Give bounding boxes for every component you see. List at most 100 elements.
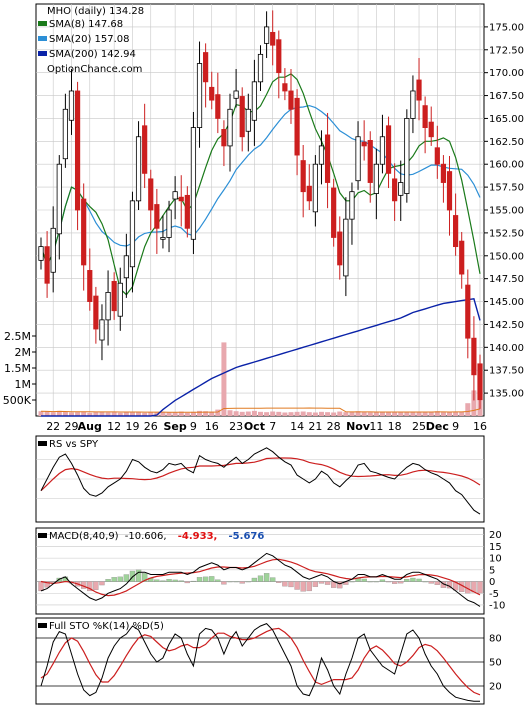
candle-body	[209, 86, 215, 101]
price-tick-label: 137.50	[489, 366, 524, 377]
rs-panel: RS vs SPY	[35, 435, 485, 523]
candlesticks	[38, 10, 483, 409]
stoch-legend-swatch	[38, 623, 47, 628]
macd-histogram-bar	[452, 581, 459, 591]
macd-histogram-bar	[410, 577, 416, 582]
macd-histogram-bar	[215, 579, 221, 582]
macd-panel-frame	[35, 527, 485, 615]
volume-bar	[160, 411, 166, 416]
macd-histogram-bar	[306, 581, 312, 592]
volume-bar	[288, 412, 294, 416]
legend: SMA(8) 147.68 SMA(20) 157.08 SMA(200) 14…	[38, 19, 142, 75]
candle-body	[318, 145, 325, 165]
date-label: 19	[125, 420, 139, 433]
macd-tick-label: -10	[489, 600, 505, 611]
candle-body	[306, 185, 312, 202]
stoch-d-line	[40, 627, 481, 696]
candle-body	[56, 163, 62, 235]
candle-body	[105, 291, 111, 321]
date-label: 9	[452, 420, 459, 433]
price-tick-label: 145.00	[489, 297, 524, 308]
volume-bar	[294, 411, 300, 416]
macd-histogram-bar	[349, 581, 355, 583]
volume-bar	[447, 412, 453, 416]
volume-bar	[386, 411, 392, 416]
chart-title: MHO (daily) 134.28	[47, 6, 144, 17]
stoch-k-line	[40, 623, 480, 702]
volume-bar	[318, 411, 324, 416]
rs-average-line	[40, 457, 481, 492]
candle-body	[446, 171, 453, 211]
macd-histogram-bar	[129, 570, 136, 582]
price-panel: 175.00 172.50 170.00 167.50 165.00 162.50 160.…	[3, 3, 524, 433]
rs-line	[40, 447, 481, 515]
candle-body	[331, 187, 337, 238]
candle-body	[257, 53, 264, 83]
macd-label: MACD(8,40,9)	[49, 531, 119, 542]
candle-body	[221, 129, 227, 147]
candle-body	[288, 90, 294, 110]
macd-histogram-bar	[166, 579, 172, 582]
candle-body	[117, 282, 123, 317]
volume-bar	[99, 411, 105, 416]
volume-bar	[258, 411, 263, 416]
candle-body	[233, 90, 239, 99]
candle-body	[190, 127, 197, 240]
date-label: 9	[190, 420, 197, 433]
macd-histogram-bar	[196, 577, 203, 582]
volume-bar	[221, 342, 227, 416]
volume-bar	[325, 412, 331, 416]
candle-body	[251, 81, 258, 121]
candle-body	[74, 90, 81, 211]
date-label: 11	[369, 420, 383, 433]
volume-bar	[428, 411, 434, 416]
macd-histogram-bar	[318, 581, 325, 584]
volume-bar	[398, 412, 404, 416]
volume-bar	[404, 412, 410, 416]
macd-histogram-bar	[105, 579, 111, 582]
volume-bar	[148, 412, 154, 416]
price-tick-label: 142.50	[489, 320, 524, 331]
volume-bar	[282, 412, 288, 416]
rs-legend-swatch	[38, 441, 47, 446]
date-label: Oct	[244, 420, 265, 433]
date-label: 29	[64, 420, 78, 433]
legend-sma20-label: SMA(20) 157.08	[49, 34, 130, 45]
macd-histogram-bar	[379, 579, 386, 582]
date-label: 16	[473, 420, 487, 433]
date-label: 23	[229, 420, 243, 433]
candle-body	[428, 121, 434, 138]
volume-bar	[172, 412, 178, 416]
macd-value-3: -5.676	[229, 531, 265, 542]
candle-body	[129, 200, 136, 268]
candle-body	[87, 270, 93, 302]
macd-histogram-bar	[44, 581, 50, 588]
candle-body	[68, 90, 75, 121]
macd-histogram-bar	[428, 581, 434, 584]
candle-body	[361, 141, 367, 147]
volume-bar	[190, 411, 196, 416]
candle-body	[178, 196, 184, 202]
macd-histogram-bar	[117, 576, 123, 582]
price-tick-label: 140.00	[489, 343, 524, 354]
date-label: 28	[327, 420, 341, 433]
candle-body	[282, 83, 288, 92]
volume-bar	[306, 412, 312, 416]
volume-bar	[239, 411, 245, 416]
date-label: Dec	[426, 420, 449, 433]
candle-body	[349, 191, 355, 220]
price-tick-label: 172.50	[489, 45, 524, 56]
volume-bar	[56, 410, 62, 416]
stoch-grid	[36, 637, 484, 687]
candle-body	[385, 125, 392, 174]
macd-histogram-bar	[300, 581, 306, 592]
macd-histogram-bar	[312, 581, 319, 587]
candle-body	[50, 227, 56, 273]
volume-bar	[440, 412, 446, 416]
candle-body	[148, 178, 154, 211]
volume-bar	[233, 411, 239, 416]
volume-bar	[50, 412, 56, 416]
macd-histogram-bar	[398, 581, 404, 584]
date-label: Aug	[78, 420, 102, 433]
candle-body	[434, 147, 440, 165]
